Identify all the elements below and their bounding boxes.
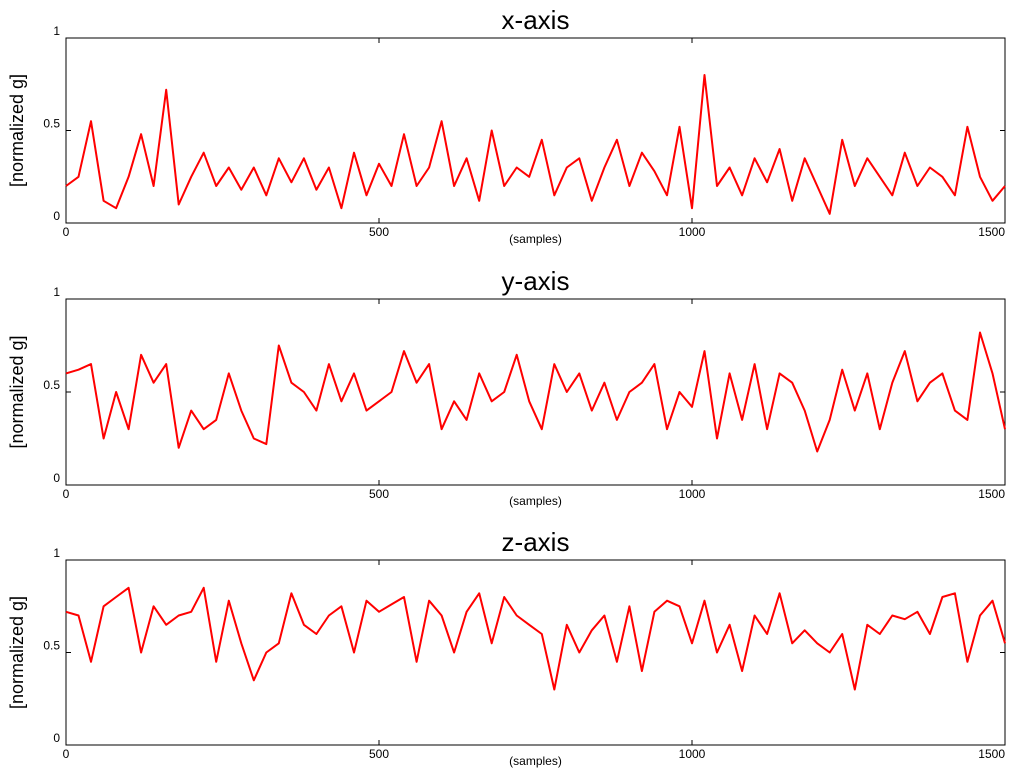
x-tick-label: 1000 — [679, 747, 706, 761]
x-tick-label: 1000 — [679, 487, 706, 501]
y-axis-label: [normalized g] — [7, 74, 27, 187]
x-axis-label: (samples) — [509, 494, 562, 508]
x-tick-label: 0 — [63, 487, 70, 501]
x-axis-label: (samples) — [509, 754, 562, 768]
axes-frame — [65, 37, 1006, 224]
y-tick-label: 1 — [53, 24, 60, 38]
y-tick-label: 0.5 — [43, 378, 60, 392]
x-tick-label: 1000 — [679, 225, 706, 239]
x-tick-label: 0 — [63, 225, 70, 239]
y-axis-label: [normalized g] — [7, 335, 27, 448]
data-line — [65, 586, 1006, 691]
y-tick-label: 0.5 — [43, 639, 60, 653]
y-axis-label: [normalized g] — [7, 596, 27, 709]
x-tick-label: 500 — [369, 225, 389, 239]
x-tick-label: 500 — [369, 487, 389, 501]
chart-title: y-axis — [502, 266, 570, 296]
y-tick-label: 0 — [53, 731, 60, 745]
x-axis-label: (samples) — [509, 232, 562, 246]
axes-frame — [65, 559, 1006, 746]
y-tick-label: 1 — [53, 285, 60, 299]
chart-title: z-axis — [502, 527, 570, 557]
data-line — [65, 74, 1006, 215]
y-tick-label: 0 — [53, 209, 60, 223]
x-tick-label: 1500 — [978, 225, 1005, 239]
y-tick-label: 0 — [53, 471, 60, 485]
y-tick-label: 1 — [53, 546, 60, 560]
x-tick-label: 500 — [369, 747, 389, 761]
data-line — [65, 331, 1006, 453]
x-tick-label: 1500 — [978, 747, 1005, 761]
x-tick-label: 0 — [63, 747, 70, 761]
chart-title: x-axis — [502, 5, 570, 35]
axes-frame — [65, 298, 1006, 486]
y-tick-label: 0.5 — [43, 117, 60, 131]
x-tick-label: 1500 — [978, 487, 1005, 501]
